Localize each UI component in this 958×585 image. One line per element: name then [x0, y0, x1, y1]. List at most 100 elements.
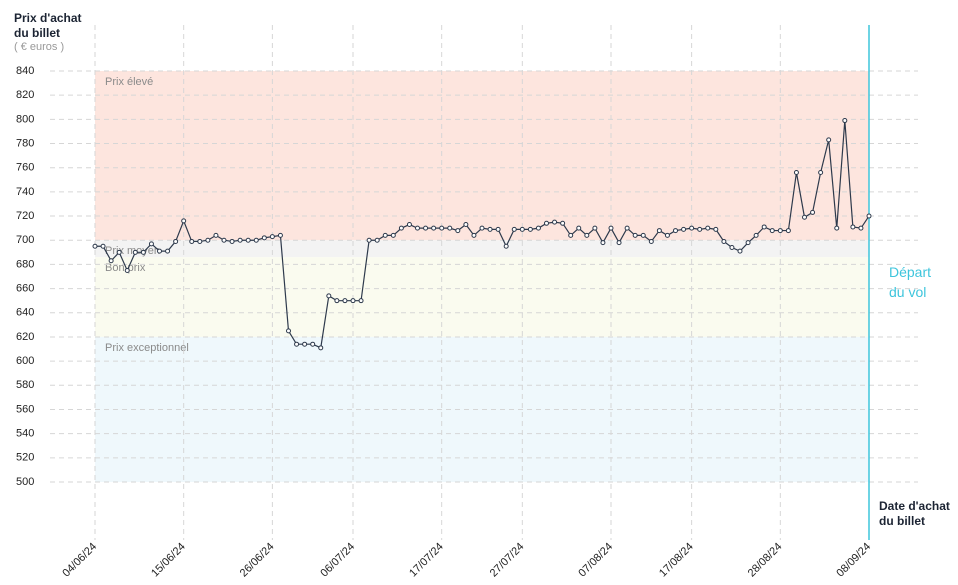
y-tick-label: 500: [16, 476, 34, 488]
departure-annotation: Départ du vol: [889, 264, 932, 300]
price-point: [197, 238, 203, 244]
band-label: Prix élevé: [105, 76, 153, 88]
price-point: [100, 243, 106, 249]
y-tick-label: 600: [16, 355, 34, 367]
price-point: [318, 345, 324, 351]
price-point: [511, 226, 517, 232]
price-point: [132, 249, 138, 255]
price-point: [842, 118, 848, 124]
price-point: [600, 240, 606, 246]
price-point: [584, 232, 590, 238]
price-point: [471, 232, 477, 238]
price-point: [802, 214, 807, 220]
price-point: [342, 298, 348, 304]
price-point: [253, 237, 259, 243]
price-point: [503, 243, 509, 249]
x-tick-label: 28/08/24: [746, 541, 785, 580]
price-point: [286, 328, 291, 334]
price-point: [552, 219, 558, 225]
x-axis-title: Date d'achat du billet: [879, 499, 950, 528]
price-point: [221, 237, 227, 243]
price-point: [479, 225, 485, 231]
x-tick-label: 04/06/24: [60, 541, 99, 580]
price-point: [157, 248, 162, 254]
y-tick-label: 520: [16, 452, 34, 464]
price-point: [92, 243, 98, 249]
price-point: [140, 249, 146, 255]
price-point: [277, 232, 283, 238]
price-point: [205, 237, 211, 243]
price-point: [374, 237, 380, 243]
price-point: [673, 228, 678, 234]
price-point: [640, 232, 646, 238]
price-band: [95, 240, 869, 258]
price-point: [681, 226, 687, 232]
price-point: [568, 232, 574, 238]
price-point: [294, 341, 300, 347]
price-point: [729, 244, 735, 250]
price-point: [124, 267, 130, 273]
price-point: [769, 228, 775, 234]
price-point: [810, 209, 816, 215]
x-tick-label: 17/08/24: [657, 541, 696, 580]
price-point: [632, 232, 638, 238]
y-tick-label: 760: [16, 162, 34, 174]
price-point: [310, 341, 316, 347]
price-point: [181, 218, 187, 224]
price-band: [95, 257, 869, 337]
price-point: [721, 238, 727, 244]
price-point: [261, 235, 267, 241]
price-point: [116, 249, 122, 255]
price-point: [382, 232, 388, 238]
y-tick-label: 800: [16, 113, 34, 125]
price-point: [165, 248, 171, 254]
price-point: [697, 226, 703, 232]
price-point: [269, 234, 275, 240]
price-point: [713, 226, 719, 232]
price-point: [519, 226, 525, 232]
y-tick-label: 640: [16, 307, 34, 319]
price-point: [818, 170, 824, 176]
price-point: [866, 213, 872, 219]
price-point: [334, 298, 340, 304]
price-point: [608, 225, 614, 231]
price-point: [495, 226, 501, 232]
y-tick-label: 620: [16, 331, 34, 343]
price-point: [415, 225, 420, 231]
y-tick-label: 840: [16, 65, 34, 77]
price-point: [237, 237, 243, 243]
y-tick-label: 580: [16, 379, 34, 391]
price-point: [173, 238, 179, 244]
price-point: [592, 225, 598, 231]
band-label: Prix moyen: [105, 245, 160, 257]
price-point: [148, 241, 154, 247]
y-tick-label: 540: [16, 428, 34, 440]
price-point: [455, 228, 461, 234]
price-point: [527, 226, 533, 232]
price-point: [785, 228, 791, 234]
price-point: [753, 232, 759, 238]
price-point: [350, 298, 356, 304]
y-tick-label: 680: [16, 258, 34, 270]
price-point: [834, 225, 840, 231]
price-point: [689, 225, 695, 231]
price-point: [793, 170, 799, 176]
price-point: [761, 224, 767, 230]
price-point: [245, 237, 251, 243]
x-tick-label: 08/09/24: [834, 541, 873, 580]
price-point: [656, 228, 662, 234]
price-point: [850, 224, 856, 230]
y-axis-unit: ( € euros ): [14, 41, 65, 53]
price-band: [95, 71, 869, 241]
price-point: [398, 225, 404, 231]
x-tick-label: 07/08/24: [576, 541, 615, 580]
x-tick-label: 27/07/24: [488, 541, 527, 580]
y-tick-label: 740: [16, 186, 34, 198]
price-point: [406, 222, 412, 228]
price-point: [826, 137, 832, 143]
y-tick-label: 660: [16, 282, 34, 294]
price-point: [576, 225, 582, 231]
price-point: [777, 228, 783, 234]
y-tick-label: 560: [16, 403, 34, 415]
